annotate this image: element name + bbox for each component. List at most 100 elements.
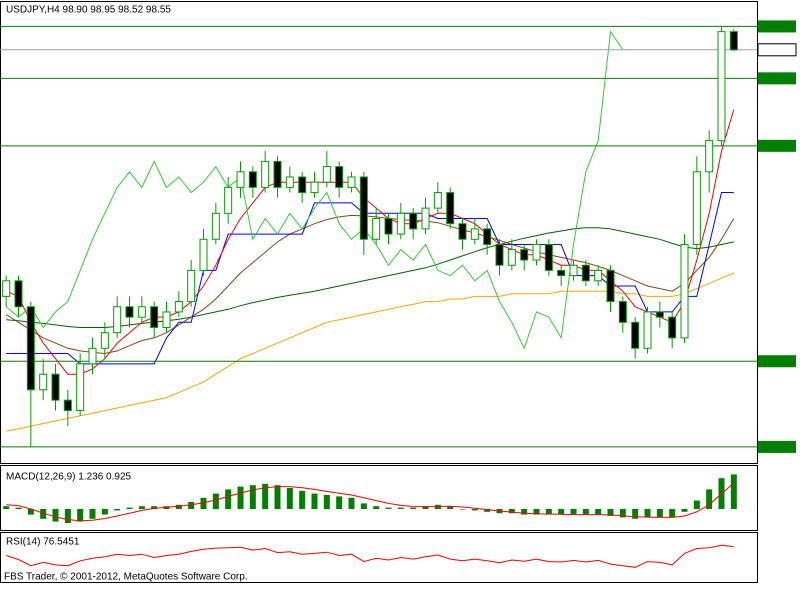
candle-body [372,218,381,240]
macd-bar [607,509,614,516]
candle-body [39,373,48,391]
candle-body [2,280,11,297]
macd-bar [52,509,59,522]
macd-bar [730,474,737,509]
macd-bar [644,509,651,518]
candle-body [273,160,282,188]
macd-bar [422,506,429,509]
macd-bar [299,490,306,509]
macd-bar [570,509,577,515]
macd-bar [656,509,663,518]
macd-bar [385,507,392,509]
macd-bar [262,483,269,509]
candle-body [298,176,307,194]
macd-bar [15,507,22,509]
candle-body [421,207,430,230]
candle-body [150,306,159,329]
candle-body [125,306,134,318]
macd-bar [521,509,528,515]
candle-body [446,192,455,225]
macd-bar [77,509,84,522]
indicator-line [6,227,734,328]
last-price-box [757,43,797,57]
candle-body [705,140,714,173]
candle-body [618,301,627,323]
marks-layer [0,20,797,568]
macd-bar [410,507,417,509]
candle-body [594,269,603,282]
candle-body [569,264,578,277]
candle-body [261,160,270,188]
macd-bar [360,503,367,509]
candle-body [51,373,60,401]
candle-body [211,212,220,240]
macd-bar [681,509,688,512]
macd-bar [545,509,552,515]
main-panel-frame [0,1,758,464]
indicator-line [5,30,624,350]
macd-bar [249,485,256,509]
candle-body [63,399,72,412]
candle-body [113,306,122,334]
candle-body [668,316,677,339]
indicator-line [6,482,735,522]
candle-body [396,212,405,235]
chart-title: USDJPY,H4 98.90 98.95 98.52 98.55 [6,5,171,16]
candle-body [507,249,516,266]
macd-bar [632,509,639,519]
candle-body [14,280,23,308]
candle-body [692,171,701,245]
macd-panel-frame [0,465,758,531]
candle-body [187,269,196,303]
macd-bar [64,509,71,523]
level-box [758,20,796,33]
macd-bar [138,506,145,509]
candle-body [26,306,35,391]
text-layer: USDJPY,H4 98.90 98.95 98.52 98.55 MACD(1… [4,5,248,583]
candle-body [199,238,208,271]
macd-bar [619,509,626,518]
candle-body [544,243,553,271]
macd-bar [348,497,355,509]
macd-bar [175,504,182,509]
macd-bar [373,506,380,509]
candle-body [581,264,590,282]
macd-bar [101,509,108,515]
macd-bar [582,509,589,515]
macd-bar [89,509,96,519]
candle-body [76,363,85,412]
candle-body [384,218,393,235]
macd-bar [151,506,158,509]
candle-body [606,269,615,303]
candle-body [285,176,294,188]
candle-body [335,166,344,188]
macd-bar [693,500,700,509]
candle-body [655,311,664,318]
candle-body [729,31,738,51]
candle-body [137,306,146,318]
level-box [758,355,796,368]
candle-body [631,321,640,349]
candle-body [347,176,356,188]
level-box [758,72,796,85]
candle-body [236,171,245,188]
macd-bar [558,509,565,515]
macd-bar [471,509,478,511]
macd-bar [274,485,281,509]
macd-bar [484,509,491,512]
candle-body [433,192,442,209]
macd-bar [27,509,34,515]
macd-bar [397,507,404,509]
macd-bar [447,506,454,509]
macd-bar [533,509,540,515]
footer: FBS Trader, © 2001-2012, MetaQuotes Soft… [4,572,248,583]
candle-body [174,301,183,313]
rsi-panel-frame [0,532,758,583]
candle-body [322,166,331,183]
candle-body [520,249,529,261]
level-box [758,139,796,152]
candle-body [162,311,171,329]
macd-bar [3,506,10,509]
